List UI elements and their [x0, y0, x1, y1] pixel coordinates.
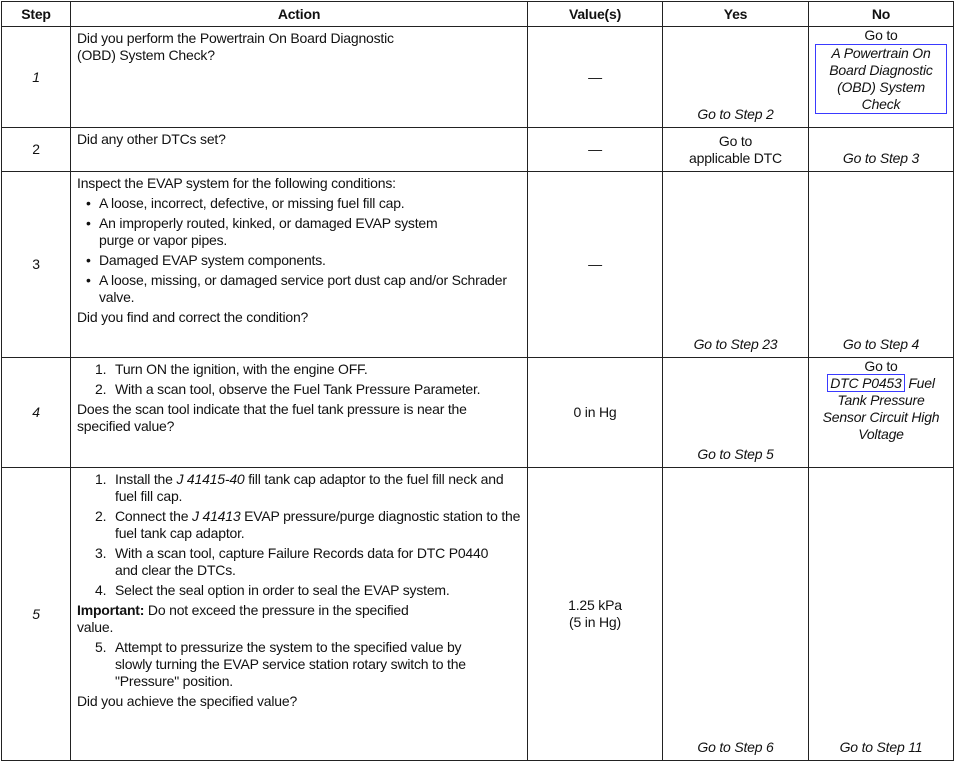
value-cell: 0 in Hg: [527, 357, 663, 468]
goto-prefix: Go to: [718, 133, 753, 149]
table-row: 3 Inspect the EVAP system for the follow…: [1, 171, 954, 358]
header-row: Step Action Value(s) Yes No: [1, 1, 954, 27]
step-list: 5. Attempt to pressurize the system to th…: [77, 639, 521, 690]
step-number: 3: [1, 171, 71, 358]
no-cell: Go to A Powertrain On Board Diagnostic (O…: [808, 26, 954, 128]
no-cell: Go to DTC P0453 Fuel Tank Pressure Sensor…: [808, 357, 954, 468]
header-values: Value(s): [527, 1, 663, 27]
value-cell: —: [527, 127, 663, 172]
step-number: 5: [1, 467, 71, 761]
important-note: Important: Do not exceed the pressure in…: [77, 602, 409, 635]
action-cell: Did you perform the Powertrain On Board …: [70, 26, 528, 128]
no-cell: Go to Step 11: [808, 467, 954, 761]
list-item: A loose, missing, or damaged service por…: [86, 272, 519, 306]
list-item: 5. Attempt to pressurize the system to th…: [95, 639, 466, 689]
list-item: 2. Connect the J 41413 EVAP pressure/purg…: [95, 508, 521, 541]
step-number: 1: [1, 26, 71, 128]
action-cell: 1. Install the J 41415-40 fill tank cap a…: [70, 467, 528, 761]
condition-list: A loose, incorrect, defective, or missin…: [77, 195, 521, 306]
step-number: 4: [1, 357, 71, 468]
action-intro: Inspect the EVAP system for the followin…: [77, 175, 396, 191]
step-number: 2: [1, 127, 71, 172]
list-item: 2. With a scan tool, observe the Fuel Tan…: [95, 381, 481, 397]
goto-prefix: Go to: [864, 27, 898, 43]
table-row: 4 1. Turn ON the ignition, with the engin…: [1, 357, 954, 468]
list-item: 1. Install the J 41415-40 fill tank cap a…: [95, 471, 504, 504]
header-action: Action: [70, 1, 528, 27]
no-cell: Go to Step 4: [808, 171, 954, 358]
action-question: Does the scan tool indicate that the fue…: [77, 401, 467, 434]
dtc-p0453-link[interactable]: DTC P0453: [827, 374, 905, 392]
action-cell: Did any other DTCs set?: [70, 127, 528, 172]
yes-cell: Go to Step 6: [662, 467, 809, 761]
action-question: Did any other DTCs set?: [77, 131, 226, 147]
list-item: A loose, incorrect, defective, or missin…: [86, 195, 521, 212]
list-item: Damaged EVAP system components.: [86, 252, 521, 269]
action-cell: Inspect the EVAP system for the followin…: [70, 171, 528, 358]
list-item: 3. With a scan tool, capture Failure Reco…: [95, 545, 489, 578]
list-item: An improperly routed, kinked, or damaged…: [86, 215, 439, 249]
yes-cell: Go to Step 23: [662, 171, 809, 358]
action-question: Did you achieve the specified value?: [77, 693, 298, 709]
no-goto: Go to Step 4: [842, 336, 920, 352]
no-cell: Go to Step 3: [808, 127, 954, 172]
yes-goto: applicable DTC: [689, 150, 782, 166]
action-question: Did you perform the Powertrain On Board …: [77, 30, 394, 63]
list-item: 4. Select the seal option in order to sea…: [95, 582, 450, 598]
yes-goto: Go to Step 6: [697, 739, 774, 755]
yes-cell: Go to Step 2: [662, 26, 809, 128]
no-goto: Go to Step 3: [842, 150, 920, 166]
action-question: Did you find and correct the condition?: [77, 309, 309, 325]
value-cell: —: [527, 26, 663, 128]
yes-cell: Go to Step 5: [662, 357, 809, 468]
no-goto: Fuel Tank Pressure Sensor Circuit High V…: [822, 375, 940, 442]
table-row: 2 Did any other DTCs set? — Go to applica…: [1, 127, 954, 172]
table-row: 1 Did you perform the Powertrain On Boar…: [1, 26, 954, 128]
action-cell: 1. Turn ON the ignition, with the engine …: [70, 357, 528, 468]
header-step: Step: [1, 1, 71, 27]
yes-cell: Go to applicable DTC: [662, 127, 809, 172]
header-yes: Yes: [662, 1, 809, 27]
value-cell: —: [527, 171, 663, 358]
yes-goto: Go to Step 23: [693, 336, 778, 352]
step-list: 1. Install the J 41415-40 fill tank cap a…: [77, 471, 521, 599]
yes-goto: Go to Step 5: [697, 446, 774, 462]
yes-goto: Go to Step 2: [697, 106, 774, 122]
no-goto: Go to Step 11: [839, 739, 923, 755]
header-no: No: [808, 1, 954, 27]
step-list: 1. Turn ON the ignition, with the engine …: [77, 361, 521, 398]
obd-check-link[interactable]: A Powertrain On Board Diagnostic (OBD) S…: [815, 44, 947, 114]
table-row: 5 1. Install the J 41415-40 fill tank cap…: [1, 467, 954, 761]
list-item: 1. Turn ON the ignition, with the engine …: [95, 361, 368, 377]
goto-prefix: Go to: [864, 358, 898, 374]
value-cell: 1.25 kPa (5 in Hg): [527, 467, 663, 761]
